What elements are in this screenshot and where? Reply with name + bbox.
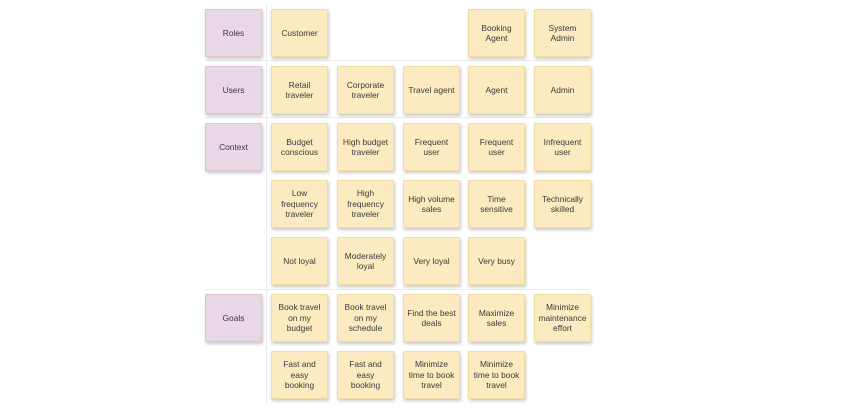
sticky-note: Book travel on my schedule — [337, 294, 394, 342]
sticky-note: Budget conscious — [271, 123, 328, 171]
sticky-note: Frequent user — [468, 123, 525, 171]
sticky-note: Infrequent user — [534, 123, 591, 171]
sticky-note: High frequency traveler — [337, 180, 394, 228]
sticky-note: High budget traveler — [337, 123, 394, 171]
group-separator — [205, 289, 590, 290]
sticky-note: Customer — [271, 9, 328, 57]
row-header-roles: Roles — [205, 9, 262, 57]
sticky-note: Very loyal — [403, 237, 460, 285]
sticky-note: Maximize sales — [468, 294, 525, 342]
row-header-users: Users — [205, 66, 262, 114]
sticky-note: Low frequency traveler — [271, 180, 328, 228]
sticky-note: Travel agent — [403, 66, 460, 114]
sticky-note: Book travel on my budget — [271, 294, 328, 342]
sticky-note: Retail traveler — [271, 66, 328, 114]
sticky-note: Very busy — [468, 237, 525, 285]
sticky-note: Fast and easy booking — [271, 351, 328, 399]
sticky-note: Time sensitive — [468, 180, 525, 228]
sticky-note: Minimize time to book travel — [468, 351, 525, 399]
sticky-note: High volume sales — [403, 180, 460, 228]
sticky-note: Minimize maintenance effort — [534, 294, 591, 342]
sticky-note: Minimize time to book travel — [403, 351, 460, 399]
sticky-note: Frequent user — [403, 123, 460, 171]
sticky-note: Admin — [534, 66, 591, 114]
sticky-note: Find the best deals — [403, 294, 460, 342]
sticky-note: System Admin — [534, 9, 591, 57]
group-separator — [205, 60, 590, 61]
row-header-context: Context — [205, 123, 262, 171]
sticky-note: Fast and easy booking — [337, 351, 394, 399]
sticky-note: Technically skilled — [534, 180, 591, 228]
group-separator — [205, 117, 590, 118]
sticky-note: Booking Agent — [468, 9, 525, 57]
sticky-note: Not loyal — [271, 237, 328, 285]
header-column-separator — [266, 5, 267, 403]
sticky-note: Corporate traveler — [337, 66, 394, 114]
row-header-goals: Goals — [205, 294, 262, 342]
sticky-note: Agent — [468, 66, 525, 114]
sticky-note: Moderately loyal — [337, 237, 394, 285]
